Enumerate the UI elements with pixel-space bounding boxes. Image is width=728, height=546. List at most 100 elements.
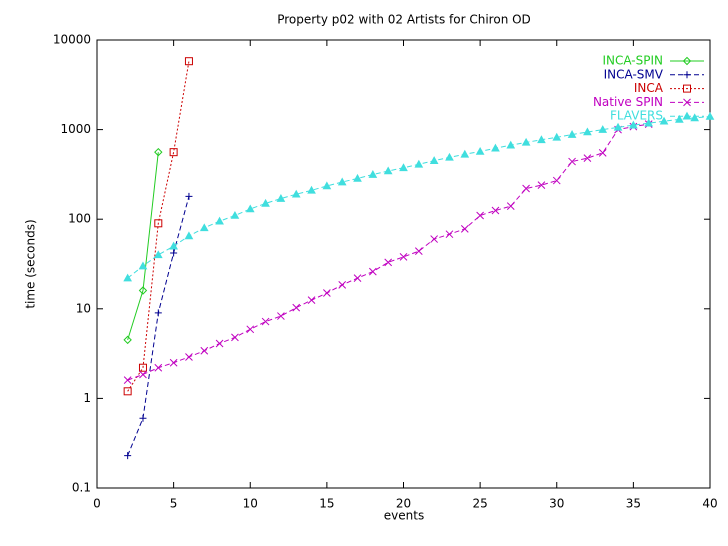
- data-point: [629, 120, 638, 129]
- x-tick-label: 0: [93, 497, 101, 511]
- data-point: [277, 312, 285, 320]
- series-line: [127, 61, 190, 392]
- data-point: [353, 274, 362, 282]
- legend-label: INCA-SPIN: [602, 54, 663, 68]
- y-tick-label: 100: [68, 212, 91, 226]
- data-point: [124, 452, 132, 460]
- data-point: [383, 166, 393, 175]
- data-point: [430, 235, 439, 243]
- y-tick-label: 0.1: [72, 481, 91, 495]
- data-point: [138, 286, 148, 295]
- data-point: [185, 353, 193, 361]
- data-point: [245, 204, 255, 213]
- data-point: [276, 194, 286, 202]
- data-point: [705, 111, 715, 120]
- data-point: [184, 231, 194, 240]
- x-tick-label: 20: [396, 497, 411, 511]
- data-point: [552, 176, 561, 185]
- data-point: [154, 147, 163, 157]
- x-tick-label: 5: [170, 497, 178, 511]
- data-point: [675, 114, 684, 123]
- x-tick-label: 30: [549, 497, 564, 511]
- legend-label: Native SPIN: [593, 95, 663, 109]
- y-tick-label: 10000: [53, 33, 91, 47]
- x-tick-label: 35: [626, 497, 641, 511]
- data-point: [567, 130, 577, 138]
- data-point: [123, 376, 132, 384]
- data-point: [199, 223, 209, 232]
- data-point: [292, 303, 301, 312]
- x-axis-label: events: [384, 509, 424, 523]
- data-point: [185, 192, 193, 200]
- data-point: [154, 219, 163, 228]
- data-point: [261, 198, 270, 207]
- data-point: [153, 250, 163, 259]
- data-point: [368, 267, 377, 276]
- data-point: [445, 230, 454, 239]
- data-point: [215, 339, 224, 348]
- data-point: [169, 148, 178, 157]
- data-point: [291, 189, 301, 198]
- data-point: [154, 363, 163, 372]
- x-tick-label: 25: [472, 497, 487, 511]
- data-point: [307, 296, 316, 304]
- data-point: [475, 146, 485, 155]
- data-point: [521, 137, 531, 146]
- data-point: [139, 370, 147, 379]
- data-point: [522, 184, 530, 193]
- x-tick-label: 10: [243, 497, 258, 511]
- y-tick-label: 10: [76, 301, 91, 315]
- data-point: [414, 159, 424, 168]
- data-point: [491, 143, 500, 152]
- data-point: [460, 149, 470, 158]
- data-point: [246, 325, 255, 334]
- data-point: [307, 185, 316, 194]
- legend-label: INCA: [634, 81, 664, 95]
- x-tick-label: 15: [319, 497, 334, 511]
- data-point: [337, 177, 347, 186]
- data-point: [399, 163, 408, 172]
- series-line: [127, 152, 159, 341]
- data-point: [200, 346, 209, 355]
- legend-marker: [683, 98, 691, 107]
- data-point: [231, 333, 239, 342]
- chart-title: Property p02 with 02 Artists for Chiron …: [277, 13, 531, 27]
- data-point: [552, 132, 562, 141]
- data-point: [384, 258, 393, 267]
- data-point: [323, 289, 331, 297]
- data-point: [261, 317, 270, 326]
- data-point: [123, 273, 132, 282]
- data-point: [170, 249, 178, 257]
- data-point: [123, 387, 132, 396]
- data-point: [583, 127, 592, 136]
- data-point: [338, 281, 347, 289]
- legend-marker: [683, 84, 691, 93]
- data-point: [568, 157, 576, 166]
- data-point: [445, 152, 454, 161]
- data-point: [138, 261, 148, 270]
- data-point: [506, 202, 515, 210]
- data-point: [215, 216, 224, 225]
- data-point: [506, 140, 516, 149]
- data-point: [598, 149, 607, 157]
- data-point: [644, 118, 654, 127]
- legend-marker: [683, 71, 691, 79]
- legend-marker: [682, 111, 692, 120]
- data-point: [399, 252, 408, 261]
- y-tick-label: 1000: [60, 122, 91, 136]
- series-line: [127, 196, 190, 456]
- data-point: [537, 135, 546, 144]
- data-point: [123, 335, 132, 345]
- data-point: [138, 363, 147, 372]
- data-point: [598, 125, 608, 133]
- data-point: [368, 170, 378, 178]
- data-point: [139, 414, 147, 422]
- data-point: [476, 211, 484, 220]
- data-point: [583, 154, 592, 163]
- data-point: [169, 358, 178, 367]
- data-point: [353, 173, 362, 182]
- data-point: [322, 181, 332, 190]
- data-point: [184, 57, 193, 66]
